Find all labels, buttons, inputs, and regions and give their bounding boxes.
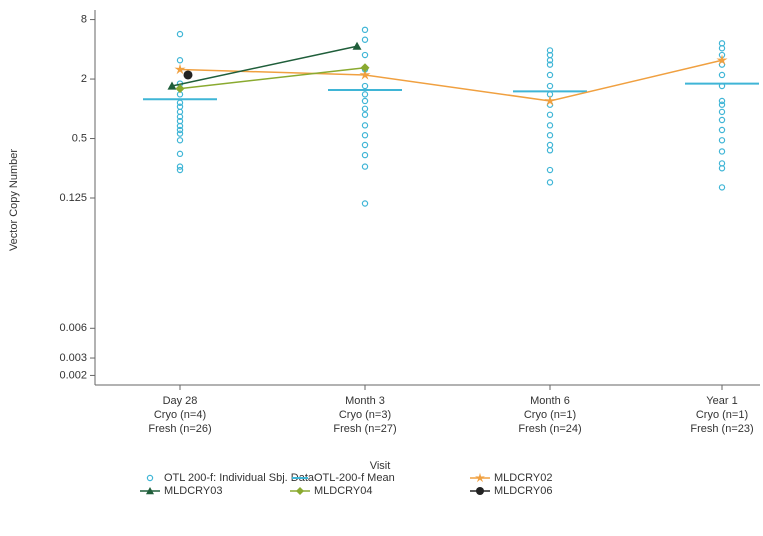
- point: [176, 113, 184, 120]
- point: [176, 126, 184, 134]
- point: [718, 148, 726, 155]
- point: [361, 26, 369, 34]
- legend-label: OTL-200-f Mean: [314, 472, 395, 484]
- y-tick-label: 2: [81, 73, 87, 85]
- x-tick-note: Fresh (n=24): [518, 423, 581, 435]
- y-axis-label: Vector Copy Number: [8, 149, 20, 251]
- point: [361, 111, 369, 118]
- point: [176, 137, 184, 144]
- legend-swatch: [146, 487, 154, 495]
- point: [361, 122, 369, 129]
- point: [718, 101, 726, 108]
- point: [361, 151, 369, 159]
- y-tick-label: 8: [81, 13, 87, 25]
- point: [176, 163, 184, 170]
- x-tick-note: Cryo (n=1): [696, 409, 748, 421]
- legend-swatch: [296, 487, 304, 495]
- x-tick-note: Cryo (n=1): [524, 409, 576, 421]
- point: [361, 163, 369, 170]
- point: [183, 70, 193, 80]
- x-tick-note: Fresh (n=26): [148, 423, 211, 435]
- point: [176, 122, 184, 130]
- point: [716, 54, 728, 65]
- point: [546, 147, 554, 154]
- point: [176, 130, 184, 137]
- point: [361, 105, 369, 112]
- point: [176, 166, 184, 174]
- x-tick-label: Day 28: [163, 395, 198, 407]
- point: [718, 116, 726, 124]
- legend-swatch: [475, 472, 485, 483]
- point: [546, 71, 554, 79]
- point: [546, 57, 554, 64]
- legend-label: OTL 200-f: Individual Sbj. Data: [164, 472, 315, 484]
- point: [361, 36, 369, 43]
- point: [360, 63, 370, 73]
- legend-label: MLDCRY02: [494, 472, 553, 484]
- y-tick-label: 0.002: [59, 369, 87, 381]
- x-tick-note: Cryo (n=4): [154, 409, 206, 421]
- x-tick-label: Year 1: [706, 395, 737, 407]
- legend-swatch: [476, 487, 484, 495]
- point: [718, 45, 726, 52]
- legend-label: MLDCRY04: [314, 485, 373, 497]
- point: [546, 111, 554, 118]
- point: [352, 41, 362, 50]
- x-tick-note: Cryo (n=3): [339, 409, 391, 421]
- legend-label: MLDCRY03: [164, 485, 223, 497]
- y-tick-label: 0.003: [59, 352, 87, 364]
- point: [359, 69, 371, 80]
- point: [361, 200, 369, 207]
- x-axis-label: Visit: [370, 460, 391, 472]
- point: [546, 179, 554, 186]
- y-tick-label: 0.006: [59, 322, 87, 334]
- point: [718, 108, 726, 116]
- legend-label: MLDCRY06: [494, 485, 553, 497]
- series-line: [171, 45, 358, 87]
- point: [361, 91, 369, 98]
- point: [546, 166, 554, 174]
- point: [718, 184, 726, 191]
- point: [718, 97, 726, 105]
- point: [718, 165, 726, 172]
- x-tick-label: Month 3: [345, 395, 385, 407]
- x-tick-note: Fresh (n=27): [333, 423, 396, 435]
- x-tick-label: Month 6: [530, 395, 570, 407]
- point: [546, 82, 554, 90]
- point: [175, 84, 185, 94]
- x-tick-note: Fresh (n=23): [690, 423, 753, 435]
- point: [361, 51, 369, 59]
- point: [167, 81, 177, 90]
- point: [176, 57, 184, 64]
- point: [718, 126, 726, 134]
- point: [361, 97, 369, 105]
- point: [361, 132, 369, 139]
- series-line: [179, 59, 723, 102]
- point: [546, 141, 554, 149]
- point: [361, 141, 369, 149]
- legend-swatch: [146, 474, 154, 482]
- point: [361, 82, 369, 90]
- series-line: [179, 67, 366, 90]
- point: [544, 95, 556, 106]
- point: [718, 71, 726, 79]
- point: [174, 63, 186, 75]
- point: [176, 30, 184, 38]
- y-tick-label: 0.125: [59, 192, 87, 204]
- point: [718, 137, 726, 144]
- point: [176, 150, 184, 158]
- point: [546, 132, 554, 139]
- point: [546, 61, 554, 68]
- point: [546, 122, 554, 129]
- y-tick-label: 0.5: [72, 132, 87, 144]
